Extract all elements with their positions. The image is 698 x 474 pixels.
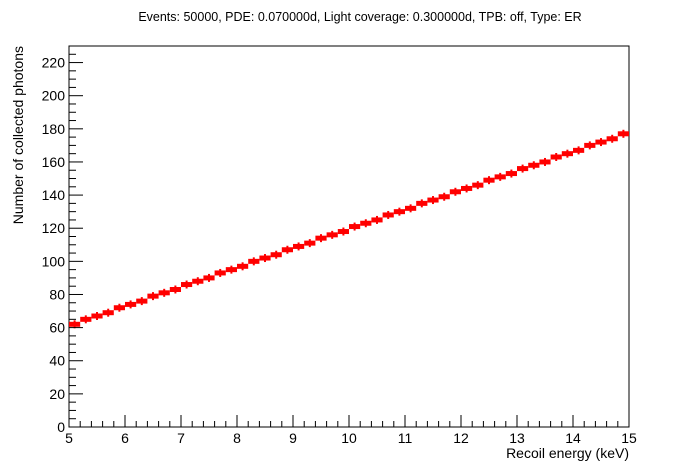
x-tick-label: 13 [509, 430, 525, 446]
x-axis-label: Recoil energy (keV) [506, 445, 629, 461]
y-tick-label: 60 [49, 320, 65, 336]
x-tick-label: 15 [621, 430, 637, 446]
y-tick-label: 40 [49, 353, 65, 369]
x-tick-label: 9 [289, 430, 297, 446]
y-tick-label: 0 [57, 419, 65, 435]
x-tick-label: 11 [398, 430, 413, 446]
x-tick-label: 6 [121, 430, 129, 446]
y-tick-label: 100 [42, 253, 66, 269]
data-series [69, 129, 629, 329]
plot-frame [68, 45, 630, 428]
y-tick-label: 220 [42, 55, 66, 71]
x-tick-label: 14 [565, 430, 581, 446]
x-tick-label: 12 [453, 430, 469, 446]
y-tick-label: 160 [42, 154, 66, 170]
y-tick-label: 20 [49, 386, 65, 402]
x-tick-label: 7 [177, 430, 185, 446]
y-tick-label: 200 [42, 88, 66, 104]
y-tick-label: 80 [49, 286, 65, 302]
y-tick-label: 180 [42, 121, 66, 137]
x-tick-label: 10 [341, 430, 357, 446]
x-tick-label: 5 [65, 430, 73, 446]
y-tick-label: 120 [42, 220, 66, 236]
x-tick-label: 8 [233, 430, 241, 446]
x-axis: 5 6 7 8 9 10 11 12 13 14 15 [65, 415, 637, 446]
chart-title: Events: 50000, PDE: 0.070000d, Light cov… [138, 10, 581, 24]
y-axis: 0 20 40 60 80 100 120 140 160 180 200 220 [42, 45, 83, 435]
y-axis-label: Number of collected photons [10, 46, 26, 224]
y-tick-label: 140 [42, 187, 66, 203]
